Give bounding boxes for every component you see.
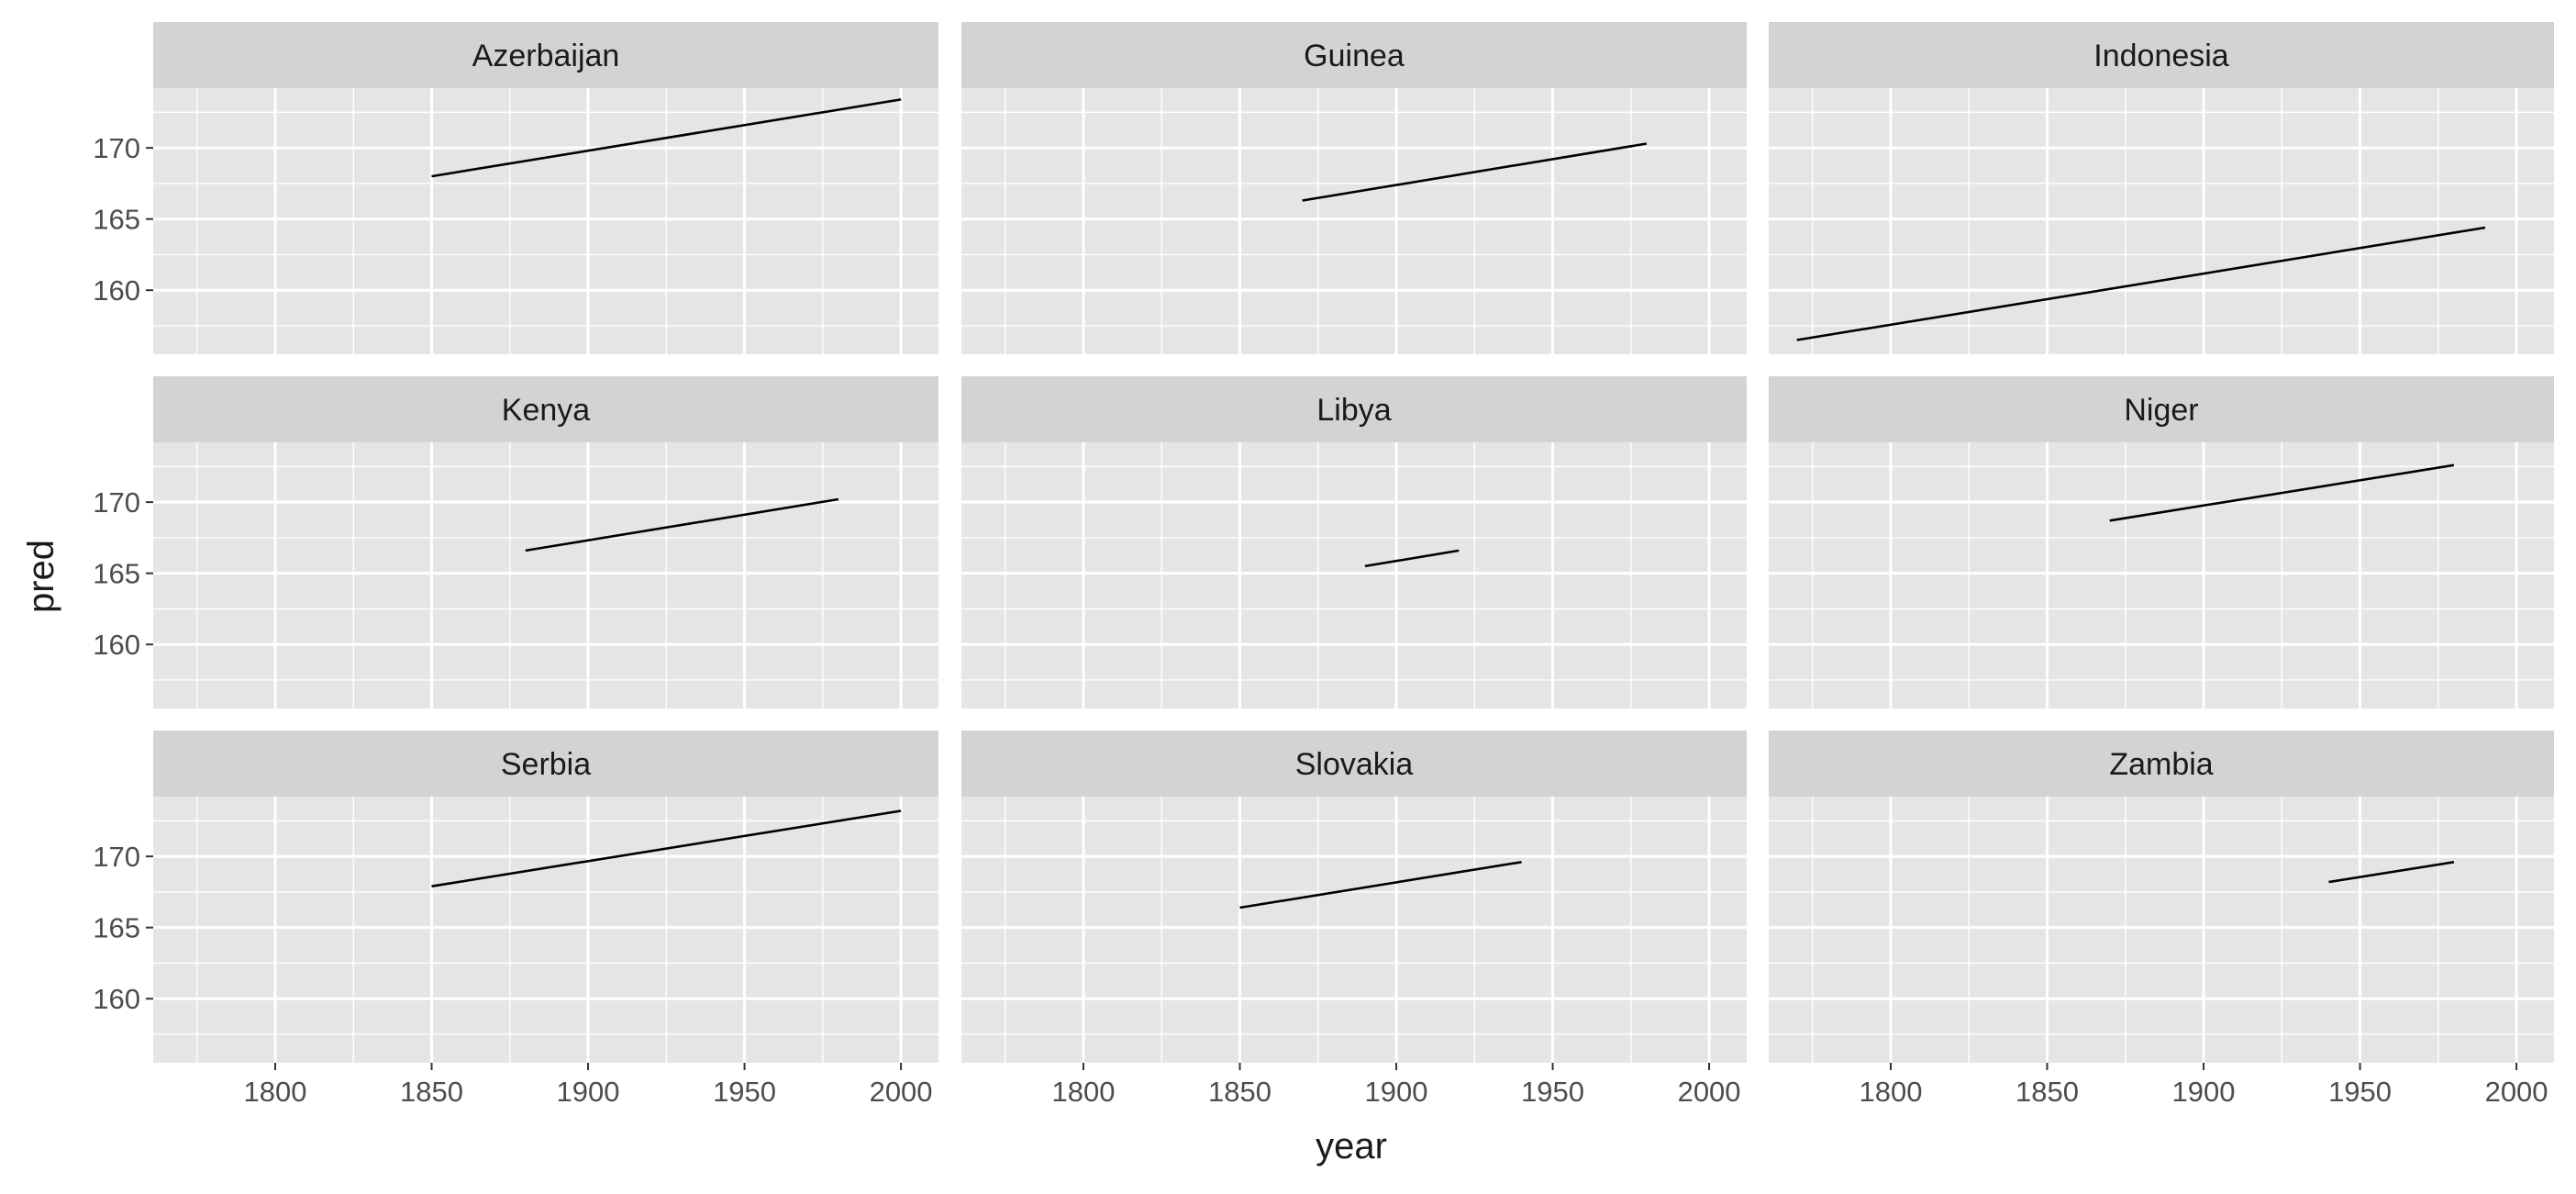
facet-strip-zambia	[1769, 731, 2554, 797]
series-line-guinea	[1302, 142, 1648, 202]
x-tick-label: 1900	[1365, 1076, 1428, 1108]
x-tick-label: 1850	[400, 1076, 463, 1108]
y-tick-label: 170	[93, 841, 140, 873]
series-line-indonesia	[1796, 226, 2486, 341]
y-tick-label: 160	[93, 274, 140, 307]
facet-label: Slovakia	[1295, 747, 1414, 782]
y-tick-label: 160	[93, 983, 140, 1015]
facet-label: Zambia	[2109, 747, 2213, 782]
x-tick-label: 1900	[2172, 1076, 2236, 1108]
x-tick-label: 1800	[1860, 1076, 1923, 1108]
panel-background	[1769, 88, 2554, 354]
facet-label: Serbia	[501, 747, 591, 782]
facet-label: Niger	[2124, 393, 2198, 428]
facet-strip-niger	[1769, 376, 2554, 442]
facet-label: Indonesia	[2093, 39, 2229, 73]
y-tick-label: 165	[93, 558, 140, 590]
x-axis-title: year	[1316, 1126, 1387, 1166]
panel-background	[961, 88, 1747, 354]
facet-strip-libya	[961, 376, 1747, 442]
x-tick-label: 1900	[557, 1076, 620, 1108]
x-tick-label: 2000	[2485, 1076, 2548, 1108]
facet-strip-slovakia	[961, 731, 1747, 797]
facet-strip-guinea	[961, 22, 1747, 88]
x-tick-label: 2000	[870, 1076, 933, 1108]
panel-background	[1769, 442, 2554, 709]
x-tick-label: 1950	[1521, 1076, 1584, 1108]
panel-background	[153, 88, 938, 354]
y-tick-label: 160	[93, 629, 140, 661]
y-tick-label: 165	[93, 204, 140, 236]
series-line-serbia	[431, 809, 902, 887]
facet-label: Libya	[1316, 393, 1391, 428]
x-tick-label: 1950	[2328, 1076, 2392, 1108]
facet-strip-azerbaijan	[153, 22, 938, 88]
facet-label: Guinea	[1304, 39, 1405, 73]
x-tick-label: 1850	[1208, 1076, 1271, 1108]
series-line-azerbaijan	[431, 98, 902, 178]
facet-strip-indonesia	[1769, 22, 2554, 88]
y-axis-title: pred	[21, 540, 61, 613]
series-line-zambia	[2328, 861, 2455, 884]
x-tick-label: 2000	[1678, 1076, 1741, 1108]
series-line-kenya	[525, 497, 839, 552]
series-line-niger	[2109, 463, 2455, 522]
facet-label: Azerbaijan	[472, 39, 620, 73]
y-tick-label: 170	[93, 486, 140, 519]
panel-background	[1769, 797, 2554, 1063]
facet-strip-kenya	[153, 376, 938, 442]
facet-label: Kenya	[502, 393, 590, 428]
series-line-slovakia	[1239, 861, 1522, 909]
x-tick-label: 1800	[1052, 1076, 1116, 1108]
y-tick-label: 165	[93, 912, 140, 944]
x-tick-label: 1850	[2015, 1076, 2079, 1108]
y-tick-label: 170	[93, 132, 140, 164]
facet-strip-serbia	[153, 731, 938, 797]
panel-background	[153, 442, 938, 709]
series-line-libya	[1364, 549, 1460, 568]
x-tick-label: 1800	[244, 1076, 307, 1108]
panel-background	[961, 442, 1747, 709]
x-tick-label: 1950	[713, 1076, 776, 1108]
panel-background	[153, 797, 938, 1063]
panel-background	[961, 797, 1747, 1063]
